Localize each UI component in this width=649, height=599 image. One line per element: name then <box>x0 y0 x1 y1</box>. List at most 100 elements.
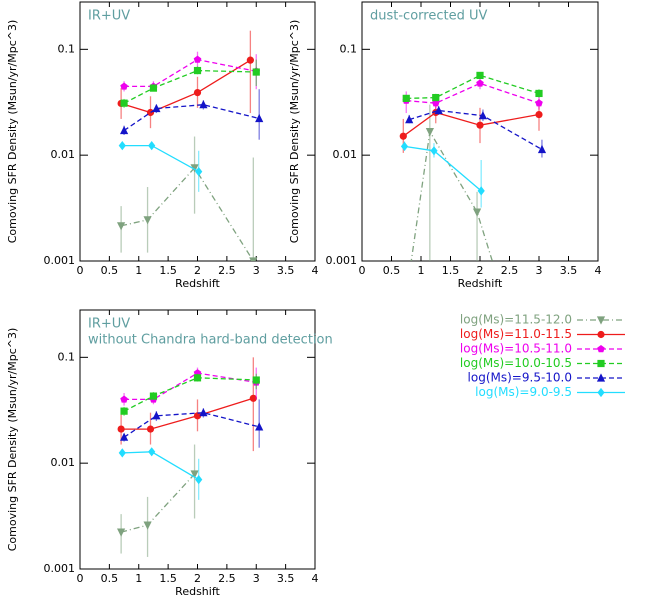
marker <box>472 208 482 217</box>
marker <box>193 412 202 420</box>
marker <box>195 167 203 177</box>
marker <box>476 71 484 80</box>
marker <box>246 56 254 64</box>
x-tick-label: 3.5 <box>277 264 295 277</box>
marker <box>252 68 260 76</box>
panel-title: dust-corrected UV <box>370 9 487 24</box>
marker <box>476 121 484 129</box>
x-tick-label: 3.5 <box>560 264 578 277</box>
plot-frame <box>79 1 316 262</box>
series-line <box>406 82 540 104</box>
marker <box>535 89 543 98</box>
x-tick-label: 1 <box>135 572 142 585</box>
marker <box>148 447 156 457</box>
marker <box>402 94 410 102</box>
marker <box>255 113 264 123</box>
marker <box>199 100 208 109</box>
marker <box>193 374 202 382</box>
series-line <box>121 397 254 430</box>
x-tick-label: 0.5 <box>101 572 119 585</box>
marker <box>146 425 155 433</box>
series-line <box>120 59 251 114</box>
y-tick-label: 0.001 <box>326 254 358 267</box>
marker <box>152 411 161 420</box>
marker <box>597 345 605 353</box>
marker <box>537 144 547 154</box>
marker <box>597 330 605 339</box>
x-tick-label: 1.5 <box>442 264 460 277</box>
y-tick-label: 0.1 <box>340 42 358 55</box>
marker <box>117 222 126 231</box>
marker <box>193 66 202 75</box>
legend-label: log(Ms)=10.0-10.5 <box>460 356 572 370</box>
series-line <box>123 69 257 104</box>
marker <box>120 125 129 135</box>
marker <box>120 99 128 107</box>
marker <box>478 111 488 120</box>
x-tick-label: 2.5 <box>218 264 236 277</box>
series <box>399 98 543 153</box>
x-tick-label: 3.5 <box>277 572 295 585</box>
marker <box>430 146 438 156</box>
marker <box>405 115 414 124</box>
panel-title: IR+UV <box>88 9 130 24</box>
x-tick-label: 0 <box>77 572 84 585</box>
marker <box>190 470 199 479</box>
series-line <box>402 111 540 137</box>
marker <box>152 103 161 113</box>
x-tick-label: 4 <box>595 264 602 277</box>
series-line <box>406 74 540 100</box>
marker <box>249 394 257 402</box>
legend-label: log(Ms)=10.5-11.0 <box>460 342 572 356</box>
marker <box>148 141 156 151</box>
x-tick-label: 2 <box>194 264 201 277</box>
legend-label: log(Ms)=11.5-12.0 <box>460 313 572 327</box>
series <box>117 30 254 129</box>
plot-frame <box>79 309 316 570</box>
marker <box>199 408 208 417</box>
y-tick-label: 0.001 <box>44 254 76 267</box>
marker <box>252 376 260 384</box>
series <box>118 447 203 500</box>
legend-label: log(Ms)=9.5-10.0 <box>468 371 572 385</box>
marker <box>193 89 202 97</box>
marker <box>117 425 125 433</box>
series-line <box>410 129 493 261</box>
x-axis-label: Redshift <box>175 277 220 290</box>
marker <box>597 387 605 398</box>
x-tick-label: 4 <box>312 264 319 277</box>
x-tick-label: 0 <box>359 264 366 277</box>
legend-label: log(Ms)=11.0-11.5 <box>460 327 572 341</box>
y-tick-label: 0.001 <box>44 562 76 575</box>
x-tick-label: 4 <box>312 572 319 585</box>
series <box>117 444 199 557</box>
series <box>120 89 264 140</box>
marker <box>434 105 443 115</box>
marker <box>149 392 158 400</box>
x-axis-label: Redshift <box>175 585 220 598</box>
x-tick-label: 3 <box>536 264 543 277</box>
x-axis-label: Redshift <box>458 277 503 290</box>
marker <box>535 99 543 107</box>
series <box>410 104 493 261</box>
y-tick-label: 0.01 <box>51 456 76 469</box>
x-tick-label: 0.5 <box>383 264 401 277</box>
y-tick-label: 0.01 <box>51 148 76 161</box>
y-axis-label: Comoving SFR Density (Msun/yr/Mpc^3) <box>6 20 19 244</box>
marker <box>425 128 434 137</box>
series-line <box>124 372 257 401</box>
x-tick-label: 0.5 <box>101 264 119 277</box>
y-tick-label: 0.1 <box>58 42 76 55</box>
y-tick-label: 0.1 <box>58 350 76 363</box>
series-line <box>122 144 200 173</box>
x-tick-label: 0 <box>77 264 84 277</box>
y-axis-label: Comoving SFR Density (Msun/yr/Mpc^3) <box>288 20 301 244</box>
series-line <box>123 412 260 438</box>
marker <box>120 407 128 415</box>
series <box>120 367 260 406</box>
series <box>118 141 203 192</box>
marker <box>120 395 128 403</box>
series <box>120 399 264 448</box>
x-tick-label: 2 <box>477 264 484 277</box>
x-tick-label: 1 <box>418 264 425 277</box>
